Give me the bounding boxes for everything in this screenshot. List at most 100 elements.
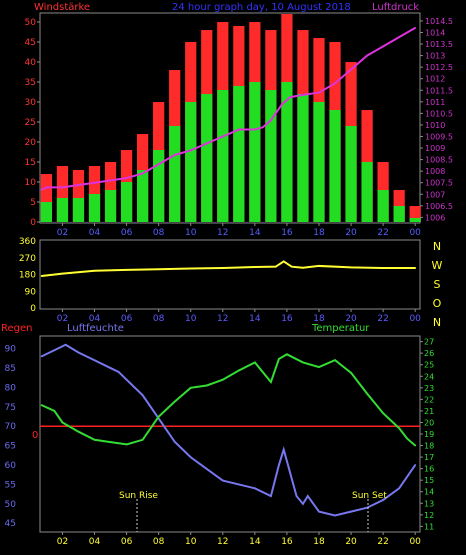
humidity-tick-1: 85: [5, 364, 16, 374]
wind-gust-bar-23: [409, 206, 421, 222]
humidity-line: [41, 343, 417, 517]
direction-point-7: [253, 266, 256, 268]
direction-tick-0: 360: [19, 237, 36, 247]
temperature-point-14: [253, 361, 256, 364]
pressure-point-19: [302, 93, 304, 96]
wind-average-bar-5: [120, 182, 133, 222]
temperature-point-18: [302, 361, 304, 364]
x-tick-top-5: 12: [217, 228, 228, 238]
pressure-point-18: [289, 96, 292, 99]
temperature-axis: 27 26 25 24 23 22 21 20 19 18 17 16 15 14 13 12 11: [420, 338, 434, 531]
direction-tick-3: 90: [25, 287, 37, 297]
wind-title: Windstärke: [34, 2, 90, 13]
humidity-point-0: [40, 355, 43, 358]
x-tick-mid-4: 10: [185, 314, 197, 324]
wind-tick-6: 20: [25, 138, 37, 148]
pressure-point-11: [205, 142, 208, 145]
pressure-tick-16: 1006.5: [425, 202, 453, 211]
humidity-point-10: [173, 440, 176, 443]
temperature-point-7: [141, 438, 144, 441]
humidity-point-25: [350, 510, 352, 513]
temperature-point-17: [286, 353, 288, 356]
temperature-points: [40, 353, 417, 447]
pressure-point-14: [253, 128, 256, 131]
direction-point-9: [282, 260, 285, 263]
pressure-tick-3: 1013: [425, 52, 445, 61]
wind-average-bar-4: [104, 190, 117, 222]
temperature-point-1: [53, 410, 56, 412]
compass-2: S: [434, 278, 441, 291]
wind-tick-7: 15: [25, 158, 36, 168]
wind-tick-9: 5: [30, 198, 36, 208]
temperature-point-9: [173, 400, 176, 403]
humidity-point-14: [237, 483, 240, 486]
temperature-point-21: [350, 371, 352, 374]
pressure-tick-8: 1010.5: [425, 109, 453, 118]
humidity-point-16: [269, 495, 272, 497]
temperature-point-16: [278, 358, 280, 360]
wind-average-bar-9: [185, 102, 197, 222]
x-tick-mid-7: 16: [281, 314, 293, 324]
wind-average-bar-3: [88, 194, 101, 222]
direction-point-2: [93, 269, 96, 272]
pressure-point-8: [157, 163, 160, 166]
x-tick-top-8: 18: [313, 228, 325, 238]
pressure-tick-10: 1009.5: [425, 132, 453, 141]
temperature-tick-1: 26: [424, 349, 434, 358]
temperature-point-10: [189, 386, 192, 389]
temperature-point-3: [77, 430, 80, 433]
compass-1: W: [432, 259, 443, 272]
wind-average-bar-20: [361, 162, 373, 222]
wind-average-bar-6: [137, 170, 149, 222]
x-tick-mid-0: 02: [57, 314, 68, 324]
wind-average-bar-1: [56, 198, 69, 222]
temperature-tick-6: 21: [424, 407, 434, 416]
x-tick-bottom-6: 14: [249, 537, 261, 547]
temperature-line: [41, 353, 416, 447]
wind-gust-bar-2: [72, 170, 85, 222]
temperature-tick-14: 13: [424, 499, 434, 508]
temperature-tick-0: 27: [424, 338, 434, 347]
x-tick-mid-2: 06: [121, 314, 133, 324]
wind-tick-8: 10: [25, 178, 37, 188]
temperature-point-11: [205, 384, 208, 387]
pressure-point-1: [45, 186, 48, 189]
pressure-point-7: [141, 172, 144, 175]
humidity-points: [40, 343, 417, 517]
x-tick-bottom-1: 04: [89, 537, 101, 547]
x-tick-top-7: 16: [281, 228, 293, 238]
direction-point-14: [382, 267, 385, 269]
temperature-tick-9: 18: [424, 442, 434, 451]
humidity-tick-3: 75: [5, 403, 16, 413]
wind-tick-0: 50: [25, 18, 37, 28]
x-tick-bottom-10: 22: [377, 537, 388, 547]
humidity-point-29: [414, 464, 417, 466]
compass-3: O: [433, 297, 442, 310]
pressure-point-13: [237, 128, 240, 131]
temperature-point-20: [334, 359, 336, 361]
wind-tick-2: 40: [25, 58, 37, 68]
pressure-tick-6: 1011.5: [425, 86, 453, 95]
pressure-axis: 1014.5 1014 1013.5 1013 1012.5 1012 1011.5 1011…: [420, 17, 453, 222]
x-tick-mid-1: 04: [89, 314, 101, 324]
humidity-point-28: [398, 487, 401, 490]
humidity-point-20: [295, 495, 298, 497]
direction-tick-4: 0: [30, 304, 36, 314]
wind-average-bar-18: [329, 110, 341, 222]
pressure-point-25: [398, 36, 401, 39]
temperature-point-8: [157, 415, 160, 418]
direction-point-4: [157, 268, 160, 271]
humidity-point-2: [64, 343, 67, 346]
x-tick-top-0: 02: [57, 228, 68, 238]
temperature-point-15: [269, 381, 272, 383]
pressure-tick-14: 1007.5: [425, 179, 453, 188]
temperature-tick-13: 14: [424, 488, 434, 497]
pressure-point-23: [366, 54, 368, 57]
temperature-point-25: [406, 437, 409, 440]
humidity-point-4: [93, 359, 96, 362]
x-tick-top-9: 20: [345, 228, 357, 238]
pressure-point-2: [61, 186, 64, 189]
temperature-tick-15: 12: [424, 511, 434, 520]
x-axis-bottom: 02 04 06 08 10 12 14 16 18 20 22 00: [57, 532, 421, 547]
